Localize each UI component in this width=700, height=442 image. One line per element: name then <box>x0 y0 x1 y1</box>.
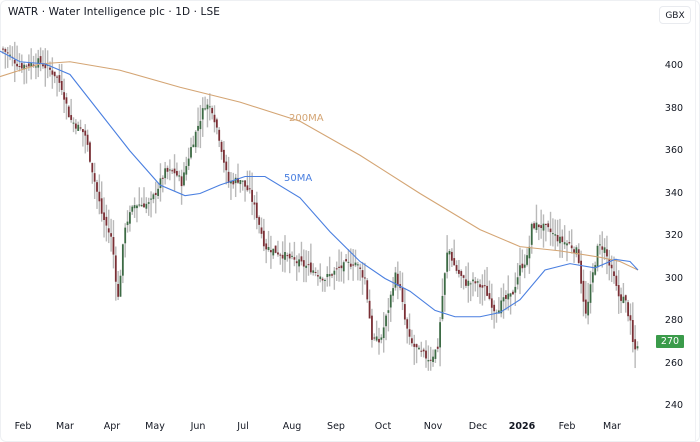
time-tick: Oct <box>374 421 392 432</box>
time-tick: Feb <box>14 421 32 432</box>
time-tick: Sep <box>327 421 345 432</box>
price-tick: 280 <box>664 315 684 326</box>
ma200-line <box>0 61 639 271</box>
time-tick: Mar <box>56 421 74 432</box>
price-tick: 400 <box>664 60 684 71</box>
time-tick: Jul <box>237 421 249 432</box>
currency-button[interactable]: GBX <box>659 6 691 24</box>
time-tick: Jun <box>190 421 206 432</box>
time-tick: Aug <box>282 421 302 432</box>
time-tick: Apr <box>103 421 121 432</box>
price-tick: 340 <box>664 187 684 199</box>
price-tick: 240 <box>664 400 684 411</box>
ma50-line <box>0 50 639 318</box>
price-tick: 300 <box>664 272 684 284</box>
price-tick: 380 <box>664 102 684 114</box>
price-tick: 320 <box>664 230 684 241</box>
time-tick: Feb <box>558 421 576 432</box>
time-tick: May <box>145 421 165 432</box>
price-tick: 260 <box>664 357 684 369</box>
time-tick: Dec <box>468 421 488 432</box>
price-axis-divider <box>695 0 696 442</box>
candles <box>2 41 639 371</box>
chart-title: WATR · Water Intelligence plc · 1D · LSE <box>8 6 221 18</box>
price-tick: 360 <box>664 145 684 156</box>
ma200-label: 200MA <box>289 113 324 124</box>
ma50-label: 50MA <box>284 173 313 184</box>
time-tick: 2026 <box>508 421 536 432</box>
last-price-label: 270 <box>656 335 684 349</box>
time-tick: Mar <box>603 421 621 432</box>
time-tick: Nov <box>423 421 443 432</box>
